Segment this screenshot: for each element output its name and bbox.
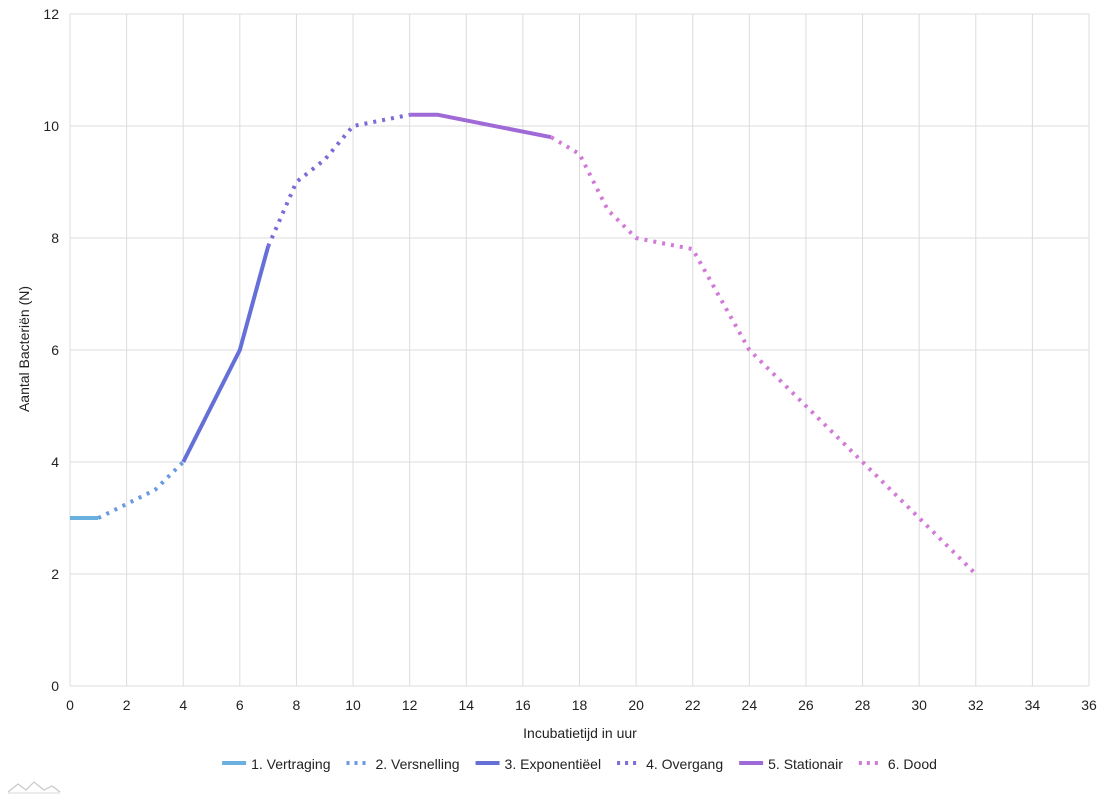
series-line-4 [266, 112, 411, 248]
legend-item-6[interactable]: 6. Dood [858, 756, 937, 772]
x-tick-label: 36 [1081, 697, 1097, 713]
series-line-3 [181, 245, 271, 463]
x-tick-label: 16 [515, 697, 531, 713]
y-axis-title: Aantal Bacteriën (N) [16, 286, 32, 412]
legend-item-5[interactable]: 5. Stationair [739, 756, 843, 772]
y-tick-label: 0 [51, 678, 59, 694]
y-axis-ticks: 0 2 4 6 8 10 12 [43, 6, 59, 694]
legend-item-4[interactable]: 4. Overgang [617, 756, 723, 772]
x-tick-label: 28 [855, 697, 871, 713]
x-tick-label: 32 [968, 697, 984, 713]
series-line-6 [550, 135, 978, 576]
x-tick-label: 24 [742, 697, 758, 713]
legend-label: 3. Exponentiëel [505, 756, 602, 772]
x-tick-label: 12 [402, 697, 418, 713]
x-tick-label: 6 [236, 697, 244, 713]
legend: 1. Vertraging 2. Versnelling 3. Exponentië… [222, 756, 937, 772]
x-tick-label: 26 [798, 697, 814, 713]
series-lines [70, 112, 978, 576]
x-tick-label: 22 [685, 697, 701, 713]
y-tick-label: 12 [43, 6, 59, 22]
legend-label: 4. Overgang [646, 756, 723, 772]
x-tick-label: 8 [293, 697, 301, 713]
legend-item-3[interactable]: 3. Exponentiëel [475, 756, 602, 772]
x-tick-label: 0 [66, 697, 74, 713]
series-line-5 [409, 112, 552, 140]
x-tick-label: 10 [345, 697, 361, 713]
y-tick-label: 4 [51, 454, 59, 470]
legend-label: 5. Stationair [768, 756, 843, 772]
legend-label: 2. Versnelling [375, 756, 459, 772]
y-tick-label: 8 [51, 230, 59, 246]
x-axis-ticks: 0 2 4 6 8 10 12 14 16 18 20 22 24 26 28 30 32 34 36 [66, 697, 1097, 713]
x-tick-label: 18 [572, 697, 588, 713]
x-tick-label: 4 [179, 697, 187, 713]
legend-item-2[interactable]: 2. Versnelling [346, 756, 460, 772]
y-tick-label: 6 [51, 342, 59, 358]
legend-label: 1. Vertraging [251, 756, 330, 772]
y-tick-label: 2 [51, 566, 59, 582]
series-line-2 [97, 460, 185, 520]
y-tick-label: 10 [43, 118, 59, 134]
x-axis-title: Incubatietijd in uur [523, 725, 637, 741]
x-tick-label: 34 [1025, 697, 1041, 713]
x-tick-label: 14 [458, 697, 474, 713]
x-tick-label: 30 [911, 697, 927, 713]
x-tick-label: 2 [123, 697, 131, 713]
legend-item-1[interactable]: 1. Vertraging [222, 756, 330, 772]
x-tick-label: 20 [628, 697, 644, 713]
logo-icon [7, 781, 61, 794]
grid [69, 13, 1090, 687]
legend-label: 6. Dood [888, 756, 937, 772]
